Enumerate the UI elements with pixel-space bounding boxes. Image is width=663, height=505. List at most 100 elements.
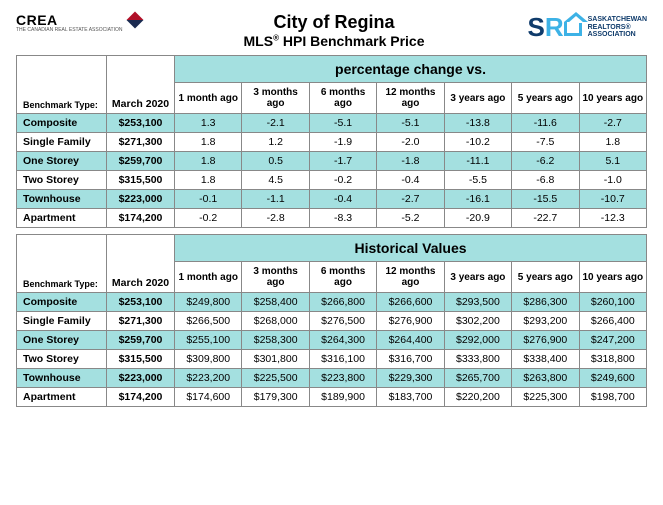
date-header: March 2020	[107, 235, 175, 293]
period-header: 3 years ago	[444, 83, 511, 114]
row-value: $249,600	[579, 369, 646, 388]
row-value: -1.8	[377, 152, 444, 171]
row-value: $309,800	[175, 350, 242, 369]
period-header: 1 month ago	[175, 83, 242, 114]
row-value: -1.0	[579, 171, 646, 190]
row-value: 0.5	[242, 152, 309, 171]
period-header: 3 years ago	[444, 262, 511, 293]
row-value: 1.2	[242, 133, 309, 152]
row-name: Single Family	[17, 312, 107, 331]
table-row: Composite$253,100$249,800$258,400$266,80…	[17, 293, 647, 312]
table-row: Townhouse$223,000-0.1-1.1-0.4-2.7-16.1-1…	[17, 190, 647, 209]
row-value: $183,700	[377, 388, 444, 407]
row-value: -1.1	[242, 190, 309, 209]
row-value: -2.7	[377, 190, 444, 209]
period-header: 1 month ago	[175, 262, 242, 293]
row-name: Apartment	[17, 388, 107, 407]
row-value: -8.3	[309, 209, 376, 228]
row-price: $315,500	[107, 171, 175, 190]
row-value: -13.8	[444, 114, 511, 133]
row-name: Apartment	[17, 209, 107, 228]
row-price: $259,700	[107, 152, 175, 171]
row-value: $266,500	[175, 312, 242, 331]
crea-logo-sub: THE CANADIAN REAL ESTATE ASSOCIATION	[16, 28, 123, 33]
row-value: $333,800	[444, 350, 511, 369]
row-value: 1.8	[175, 152, 242, 171]
period-header: 3 months ago	[242, 262, 309, 293]
row-value: 1.8	[579, 133, 646, 152]
row-name: Townhouse	[17, 190, 107, 209]
benchmark-type-header: Benchmark Type:	[17, 56, 107, 114]
period-header: 10 years ago	[579, 83, 646, 114]
table-row: Townhouse$223,000$223,200$225,500$223,80…	[17, 369, 647, 388]
row-value: -1.9	[309, 133, 376, 152]
row-value: $198,700	[579, 388, 646, 407]
page-title: City of Regina MLS® HPI Benchmark Price	[141, 12, 528, 49]
row-value: $266,400	[579, 312, 646, 331]
table-row: Two Storey$315,5001.84.5-0.2-0.4-5.5-6.8…	[17, 171, 647, 190]
row-value: -10.7	[579, 190, 646, 209]
row-value: $220,200	[444, 388, 511, 407]
row-price: $271,300	[107, 133, 175, 152]
table-row: Apartment$174,200$174,600$179,300$189,90…	[17, 388, 647, 407]
row-price: $174,200	[107, 209, 175, 228]
row-value: $264,300	[309, 331, 376, 350]
crea-logo: CREA THE CANADIAN REAL ESTATE ASSOCIATIO…	[16, 12, 141, 33]
row-value: $223,200	[175, 369, 242, 388]
row-name: Two Storey	[17, 171, 107, 190]
row-value: $316,700	[377, 350, 444, 369]
row-value: $268,000	[242, 312, 309, 331]
row-value: -11.6	[512, 114, 579, 133]
period-header: 6 months ago	[309, 262, 376, 293]
title-line2: MLS® HPI Benchmark Price	[141, 33, 528, 49]
row-value: -15.5	[512, 190, 579, 209]
row-value: $179,300	[242, 388, 309, 407]
hist-section-header: Historical Values	[175, 235, 647, 262]
row-name: Single Family	[17, 133, 107, 152]
row-name: One Storey	[17, 331, 107, 350]
row-value: -6.8	[512, 171, 579, 190]
row-value: $264,400	[377, 331, 444, 350]
row-value: -20.9	[444, 209, 511, 228]
row-value: $318,800	[579, 350, 646, 369]
sra-logo: S R SASKATCHEWAN REALTORS® ASSOCIATION	[528, 12, 648, 43]
row-value: $276,900	[512, 331, 579, 350]
table-row: Composite$253,1001.3-2.1-5.1-5.1-13.8-11…	[17, 114, 647, 133]
row-value: -2.7	[579, 114, 646, 133]
row-value: -12.3	[579, 209, 646, 228]
row-value: $266,800	[309, 293, 376, 312]
row-value: -22.7	[512, 209, 579, 228]
row-value: -5.5	[444, 171, 511, 190]
row-value: $229,300	[377, 369, 444, 388]
period-header: 3 months ago	[242, 83, 309, 114]
row-value: -0.2	[175, 209, 242, 228]
row-value: $225,300	[512, 388, 579, 407]
row-value: $286,300	[512, 293, 579, 312]
row-value: 4.5	[242, 171, 309, 190]
row-name: Two Storey	[17, 350, 107, 369]
table-row: Single Family$271,3001.81.2-1.9-2.0-10.2…	[17, 133, 647, 152]
row-value: -16.1	[444, 190, 511, 209]
pct-change-table: Benchmark Type: March 2020 percentage ch…	[16, 55, 647, 228]
table-row: Single Family$271,300$266,500$268,000$27…	[17, 312, 647, 331]
row-value: -5.2	[377, 209, 444, 228]
row-price: $174,200	[107, 388, 175, 407]
row-price: $253,100	[107, 293, 175, 312]
row-value: -5.1	[309, 114, 376, 133]
row-value: $174,600	[175, 388, 242, 407]
title-line1: City of Regina	[141, 12, 528, 33]
row-price: $223,000	[107, 190, 175, 209]
row-value: $276,500	[309, 312, 376, 331]
row-value: $302,200	[444, 312, 511, 331]
row-value: $258,300	[242, 331, 309, 350]
row-value: $258,400	[242, 293, 309, 312]
row-value: -0.2	[309, 171, 376, 190]
period-header: 6 months ago	[309, 83, 376, 114]
page-header: CREA THE CANADIAN REAL ESTATE ASSOCIATIO…	[16, 12, 647, 49]
row-value: -1.7	[309, 152, 376, 171]
row-value: $292,000	[444, 331, 511, 350]
row-value: 1.3	[175, 114, 242, 133]
hist-values-table: Benchmark Type: March 2020 Historical Va…	[16, 234, 647, 407]
row-value: -0.1	[175, 190, 242, 209]
row-value: 5.1	[579, 152, 646, 171]
